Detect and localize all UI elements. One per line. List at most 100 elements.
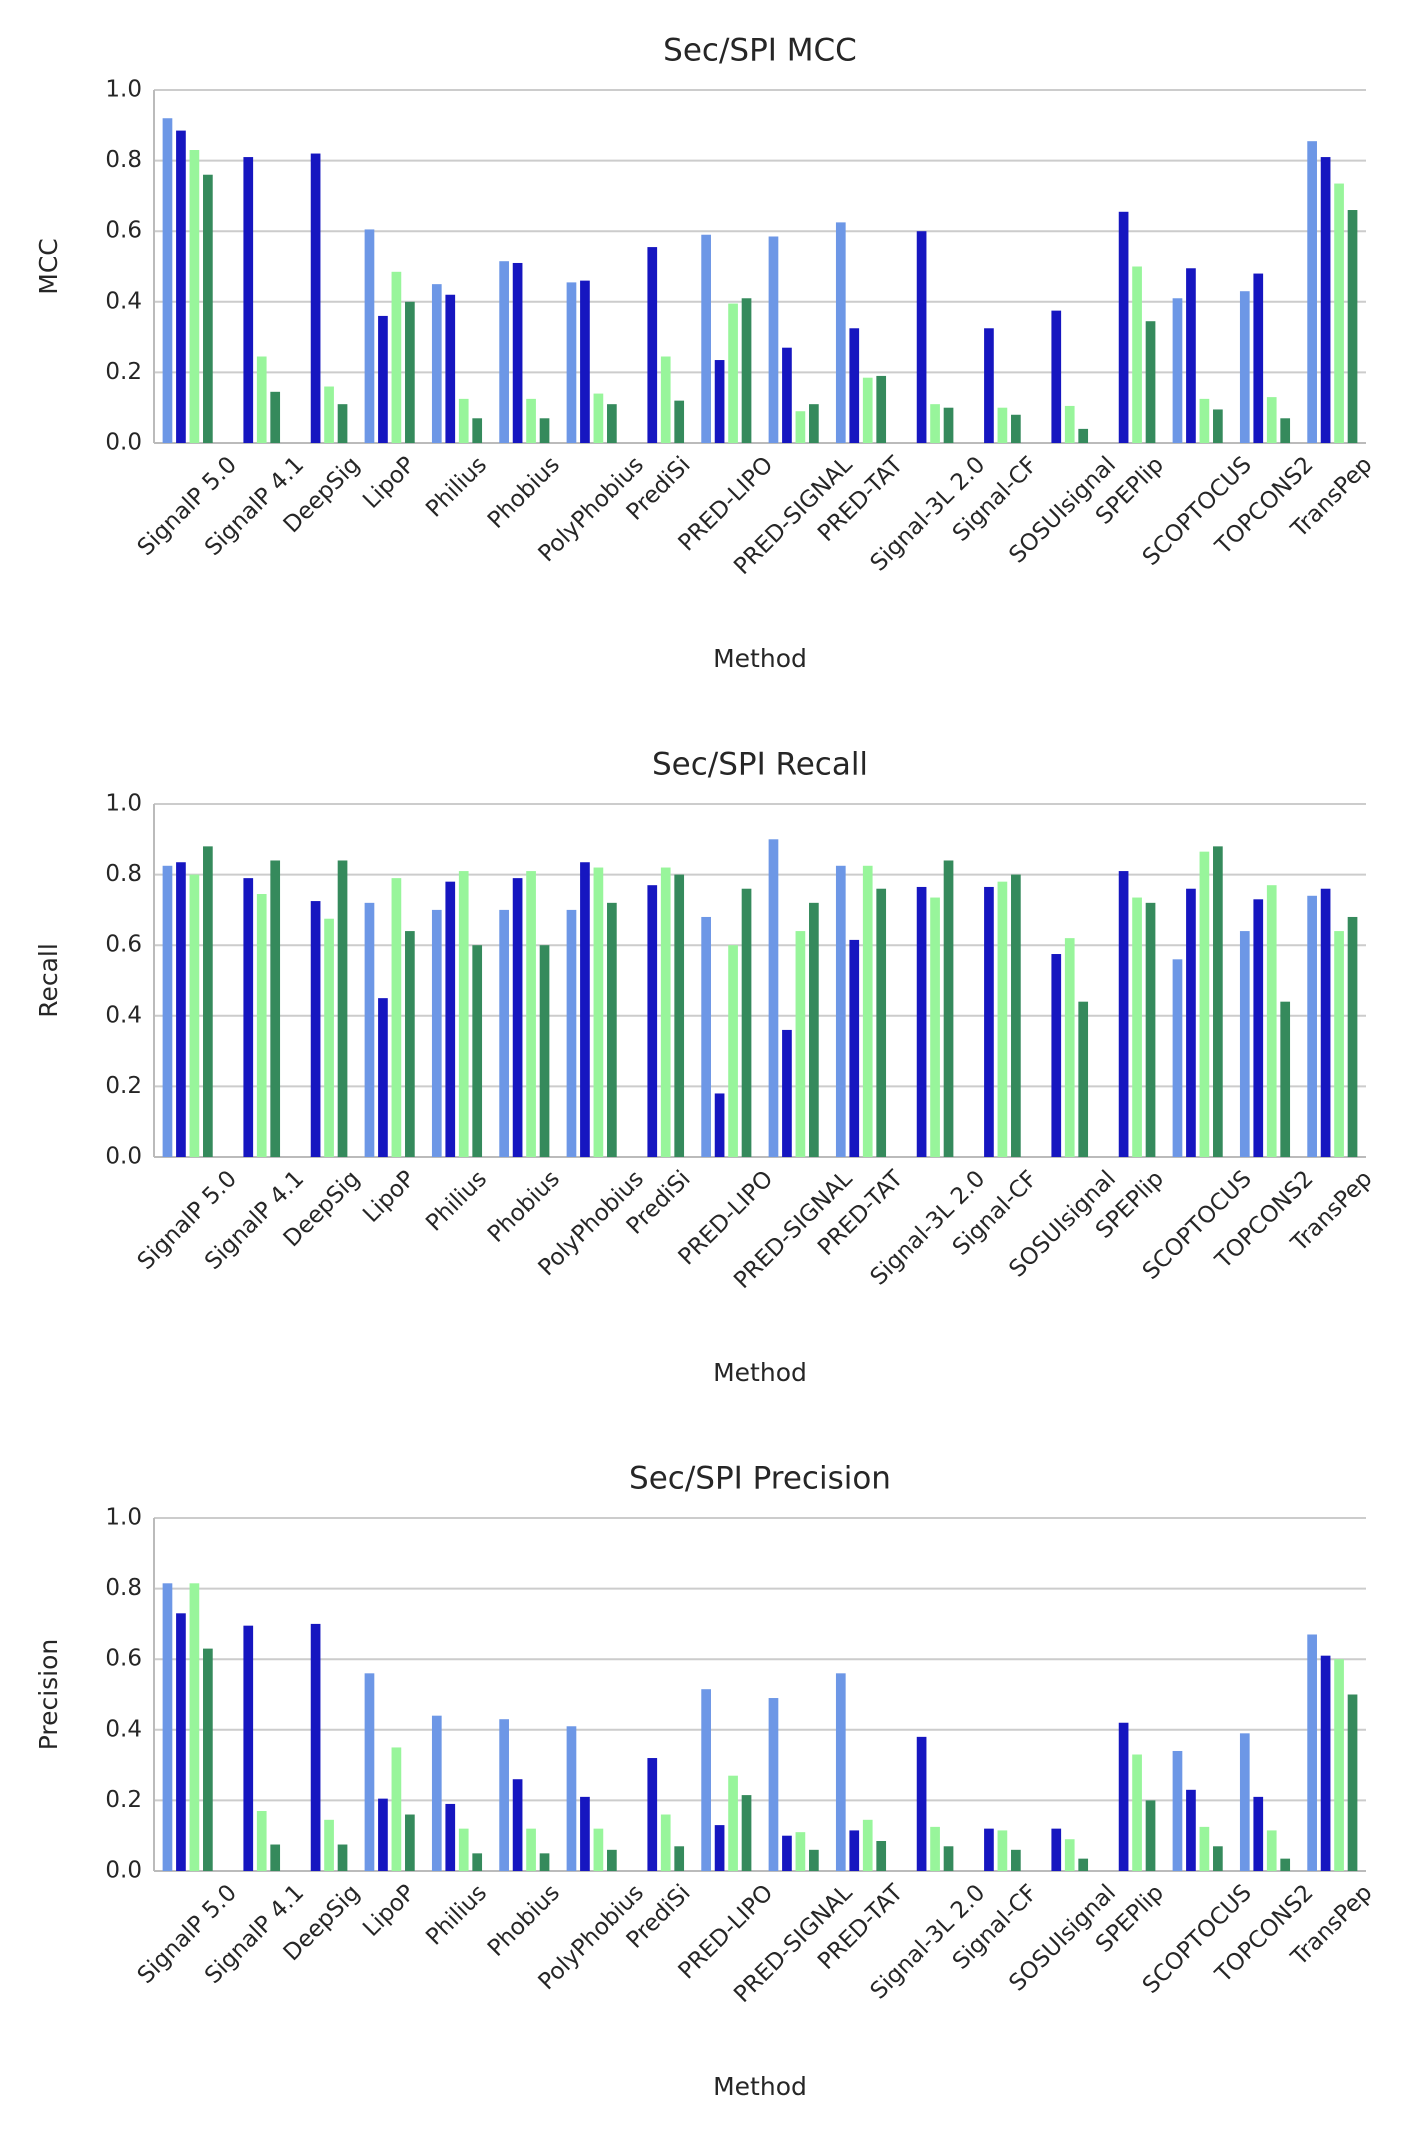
y-tick-label: 0.0 bbox=[105, 430, 142, 456]
bar bbox=[310, 901, 321, 1157]
bar bbox=[728, 303, 738, 443]
bar bbox=[1334, 183, 1344, 444]
y-tick-label: 1.0 bbox=[105, 791, 142, 817]
bar bbox=[1199, 1826, 1210, 1871]
bar bbox=[1266, 397, 1277, 443]
bar bbox=[189, 1583, 200, 1871]
bar bbox=[1347, 1694, 1358, 1871]
bar bbox=[405, 301, 415, 443]
bar bbox=[997, 407, 1008, 443]
bar bbox=[512, 878, 523, 1157]
bar bbox=[458, 398, 469, 443]
bar bbox=[1320, 888, 1331, 1157]
bar bbox=[1064, 938, 1075, 1157]
bar bbox=[256, 356, 267, 443]
bar bbox=[795, 411, 806, 443]
bar bbox=[1239, 931, 1250, 1157]
bar bbox=[1118, 1722, 1129, 1871]
y-tick-label: 0.6 bbox=[105, 1646, 142, 1672]
bar bbox=[1199, 851, 1210, 1157]
bar bbox=[378, 998, 388, 1157]
y-tick-label: 1.0 bbox=[105, 1505, 142, 1531]
bar bbox=[660, 867, 671, 1157]
chart-title: Sec/SPI MCC bbox=[663, 33, 857, 69]
y-tick-label: 0.0 bbox=[105, 1858, 142, 1884]
bar bbox=[795, 1832, 806, 1871]
bar bbox=[1307, 895, 1317, 1157]
bar bbox=[1145, 321, 1156, 443]
bar bbox=[1280, 1001, 1291, 1157]
bar bbox=[337, 860, 348, 1157]
bar bbox=[1239, 291, 1250, 443]
y-tick-label: 1.0 bbox=[105, 77, 142, 103]
bar bbox=[1064, 1839, 1075, 1871]
bar bbox=[378, 315, 388, 443]
bar bbox=[660, 1814, 671, 1871]
bar bbox=[1011, 414, 1021, 443]
bar bbox=[876, 888, 887, 1157]
x-axis-label: Method bbox=[713, 644, 807, 673]
bar bbox=[1051, 954, 1062, 1157]
bar bbox=[243, 1625, 254, 1871]
bar bbox=[566, 909, 577, 1157]
x-tick-label: Phobius bbox=[483, 1166, 565, 1248]
bar bbox=[566, 282, 577, 443]
bar bbox=[674, 400, 685, 443]
y-tick-label: 0.0 bbox=[105, 1144, 142, 1170]
y-tick-label: 0.2 bbox=[105, 1787, 142, 1813]
bar bbox=[1011, 874, 1021, 1157]
bar bbox=[337, 404, 348, 443]
bar bbox=[984, 1828, 994, 1871]
bar bbox=[499, 909, 509, 1157]
bar bbox=[1078, 1001, 1089, 1157]
bar bbox=[162, 865, 173, 1157]
bar bbox=[741, 888, 752, 1157]
bar bbox=[1186, 1789, 1196, 1871]
bar bbox=[1253, 273, 1264, 443]
bar bbox=[728, 945, 738, 1157]
bar bbox=[607, 404, 617, 443]
bar bbox=[431, 284, 442, 443]
y-tick-label: 0.8 bbox=[105, 1575, 142, 1601]
bar bbox=[1347, 210, 1358, 443]
bar bbox=[445, 294, 456, 443]
bar bbox=[391, 1747, 402, 1871]
bar bbox=[795, 931, 806, 1157]
bar bbox=[458, 871, 469, 1157]
bar bbox=[1307, 141, 1317, 443]
y-axis-label: MCC bbox=[34, 238, 63, 294]
bar bbox=[243, 157, 254, 443]
bar bbox=[526, 871, 536, 1157]
bar bbox=[1280, 1858, 1291, 1871]
bar bbox=[256, 894, 267, 1157]
bar bbox=[580, 280, 590, 443]
bar bbox=[526, 1828, 536, 1871]
bar bbox=[512, 262, 523, 443]
bar bbox=[431, 1715, 442, 1871]
bar bbox=[1132, 266, 1142, 443]
y-tick-label: 0.2 bbox=[105, 1073, 142, 1099]
bar bbox=[203, 846, 213, 1157]
y-tick-label: 0.6 bbox=[105, 218, 142, 244]
bar bbox=[593, 867, 604, 1157]
bar bbox=[728, 1775, 738, 1871]
bar bbox=[189, 150, 200, 443]
bar bbox=[782, 1029, 792, 1157]
bar bbox=[472, 418, 483, 443]
bar bbox=[337, 1844, 348, 1871]
bar bbox=[930, 897, 940, 1157]
bar bbox=[176, 1613, 186, 1871]
bar bbox=[835, 865, 846, 1157]
bar bbox=[1186, 268, 1196, 443]
bar bbox=[364, 902, 375, 1157]
bar bbox=[862, 1819, 873, 1871]
bar bbox=[176, 862, 186, 1157]
bar bbox=[1118, 871, 1129, 1157]
bar bbox=[1280, 418, 1291, 443]
bar bbox=[391, 271, 402, 443]
bar bbox=[270, 860, 281, 1157]
x-tick-label: Phobius bbox=[483, 1880, 565, 1962]
y-tick-label: 0.4 bbox=[105, 1002, 142, 1028]
x-tick-label: LipoP bbox=[358, 1880, 420, 1942]
bar bbox=[1172, 959, 1183, 1157]
